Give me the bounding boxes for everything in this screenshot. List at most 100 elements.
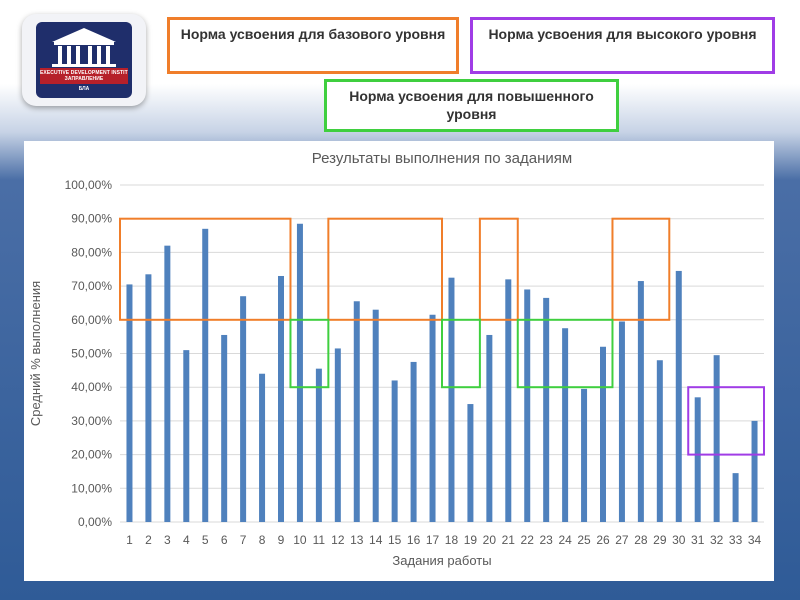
x-tick-label: 32 <box>710 533 724 547</box>
x-tick-label: 12 <box>331 533 345 547</box>
highlight-region-base <box>119 217 292 321</box>
x-tick-label: 19 <box>464 533 478 547</box>
y-tick-label: 50,00% <box>71 347 112 361</box>
x-tick-label: 33 <box>729 533 743 547</box>
x-tick-label: 15 <box>388 533 402 547</box>
x-axis-label: Задания работы <box>392 553 491 568</box>
x-tick-label: 17 <box>426 533 440 547</box>
x-tick-label: 30 <box>672 533 686 547</box>
bar <box>467 404 474 522</box>
bar <box>618 321 625 522</box>
bar <box>751 420 758 522</box>
bar <box>505 279 512 522</box>
bar <box>126 284 133 522</box>
legend-high-level: Норма усвоения для высокого уровня <box>470 17 775 74</box>
x-tick-label: 34 <box>748 533 762 547</box>
bar <box>315 368 322 522</box>
legend-base-label: Норма усвоения для базового уровня <box>180 26 446 42</box>
bar <box>637 281 644 522</box>
bar <box>278 275 284 522</box>
highlight-region-high <box>687 386 765 456</box>
x-tick-label: 27 <box>615 533 629 547</box>
y-tick-label: 60,00% <box>71 313 112 327</box>
x-tick-label: 10 <box>293 533 307 547</box>
y-tick-label: 100,00% <box>65 178 113 192</box>
x-tick-label: 11 <box>313 533 326 547</box>
bar-chart: Результаты выполнения по заданиям 0,00% 10… <box>28 150 765 568</box>
x-tick-label: 23 <box>539 533 553 547</box>
bar <box>486 334 493 522</box>
highlight-region-base <box>327 217 443 321</box>
x-tick-label: 31 <box>691 533 705 547</box>
x-tick-label: 7 <box>240 533 247 547</box>
y-tick-label: 40,00% <box>71 380 112 394</box>
x-tick-label: 3 <box>164 533 171 547</box>
highlight-region-base <box>478 217 519 321</box>
y-tick-label: 80,00% <box>71 245 112 259</box>
bar <box>429 314 436 522</box>
building-icon <box>52 28 116 67</box>
bar <box>221 334 228 522</box>
y-tick-label: 30,00% <box>71 414 112 428</box>
bar <box>164 245 171 522</box>
x-tick-label: 18 <box>445 533 459 547</box>
bar <box>202 228 209 522</box>
x-tick-label: 6 <box>221 533 228 547</box>
bar <box>145 274 152 522</box>
highlight-region-advanced <box>516 318 614 389</box>
x-tick-label: 16 <box>407 533 421 547</box>
bar <box>581 388 588 522</box>
bar <box>240 296 247 522</box>
bar <box>296 223 303 522</box>
bar <box>448 277 455 522</box>
highlight-region-advanced <box>441 318 481 389</box>
bar <box>600 346 606 522</box>
bar <box>675 270 682 522</box>
bar <box>410 361 417 522</box>
x-tick-label: 5 <box>202 533 209 547</box>
y-axis-label: Средний % выполнения <box>28 281 43 426</box>
y-tick-label: 0,00% <box>78 515 112 529</box>
highlight-region-advanced <box>289 318 330 389</box>
logo: EXECUTIVE DEVELOPMENT INSTITUTE ЗАПРАВЛЕ… <box>22 14 146 106</box>
x-tick-label: 14 <box>369 533 383 547</box>
x-tick-label: 2 <box>145 533 152 547</box>
logo-emblem: EXECUTIVE DEVELOPMENT INSTITUTE ЗАПРАВЛЕ… <box>36 22 132 98</box>
x-tick-label: 25 <box>577 533 591 547</box>
bar <box>259 373 266 522</box>
chart-title: Результаты выполнения по заданиям <box>312 150 572 167</box>
x-tick-label: 29 <box>653 533 667 547</box>
x-tick-label: 24 <box>558 533 572 547</box>
x-tick-label: 1 <box>126 533 133 547</box>
chart-panel: Результаты выполнения по заданиям 0,00% 10… <box>24 141 774 581</box>
bar <box>732 473 739 522</box>
x-tick-label: 20 <box>483 533 497 547</box>
bar <box>334 348 341 522</box>
bar <box>353 301 360 522</box>
bar <box>713 355 720 522</box>
y-tick-label: 90,00% <box>71 212 112 226</box>
bar <box>694 397 701 522</box>
legend-high-label: Норма усвоения для высокого уровня <box>488 26 757 42</box>
bar <box>391 380 398 522</box>
bar <box>656 360 663 522</box>
y-tick-label: 70,00% <box>71 279 112 293</box>
legend-base-level: Норма усвоения для базового уровня <box>167 17 459 74</box>
x-tick-label: 22 <box>521 533 535 547</box>
bar <box>524 289 531 522</box>
x-tick-label: 9 <box>278 533 285 547</box>
y-tick-label: 10,00% <box>71 481 112 495</box>
x-tick-label: 21 <box>502 533 516 547</box>
bar <box>372 309 379 522</box>
y-tick-label: 20,00% <box>71 448 112 462</box>
x-tick-label: 28 <box>634 533 648 547</box>
x-tick-label: 13 <box>350 533 364 547</box>
bar <box>543 297 550 522</box>
x-tick-label: 26 <box>596 533 610 547</box>
legend-advanced-level: Норма усвоения для повышенного уровня <box>324 79 619 132</box>
logo-subtext: БЛА <box>78 86 90 92</box>
x-tick-label: 4 <box>183 533 190 547</box>
logo-banner: EXECUTIVE DEVELOPMENT INSTITUTE ЗАПРАВЛЕ… <box>40 68 128 84</box>
highlight-region-base <box>611 217 671 321</box>
bar <box>562 328 569 522</box>
